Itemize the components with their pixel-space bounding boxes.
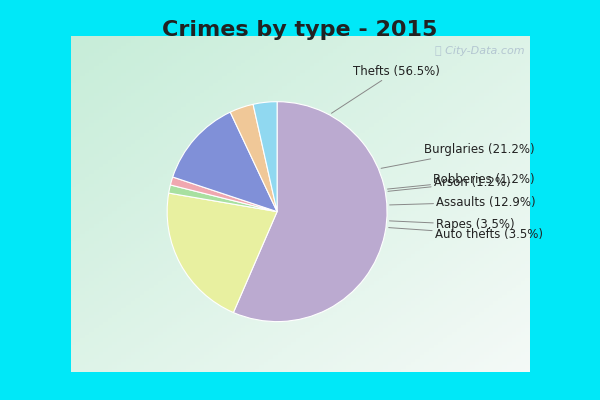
Text: ⓘ City-Data.com: ⓘ City-Data.com (435, 46, 524, 56)
Wedge shape (230, 104, 277, 212)
Wedge shape (173, 112, 277, 212)
Wedge shape (170, 177, 277, 212)
Wedge shape (167, 193, 277, 312)
Wedge shape (169, 185, 277, 212)
Text: Burglaries (21.2%): Burglaries (21.2%) (381, 143, 535, 168)
Wedge shape (233, 102, 387, 322)
Text: Rapes (3.5%): Rapes (3.5%) (389, 218, 515, 231)
Text: Assaults (12.9%): Assaults (12.9%) (389, 196, 536, 208)
Text: Thefts (56.5%): Thefts (56.5%) (331, 65, 439, 113)
Text: Auto thefts (3.5%): Auto thefts (3.5%) (389, 228, 543, 241)
Wedge shape (253, 102, 277, 212)
Text: Arson (1.2%): Arson (1.2%) (388, 176, 511, 191)
Text: Robberies (1.2%): Robberies (1.2%) (388, 173, 535, 189)
Text: Crimes by type - 2015: Crimes by type - 2015 (163, 20, 437, 40)
